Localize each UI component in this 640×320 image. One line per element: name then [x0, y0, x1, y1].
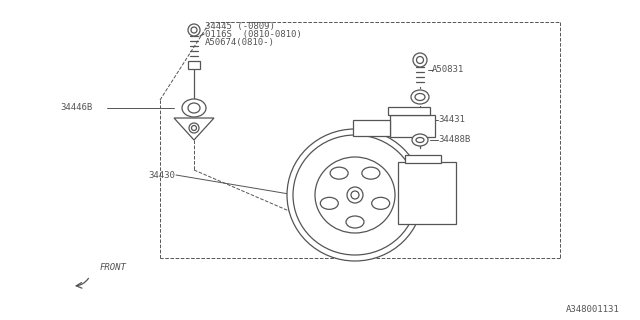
- Ellipse shape: [188, 103, 200, 113]
- Circle shape: [188, 24, 200, 36]
- Text: 0116S  (0810-0810): 0116S (0810-0810): [205, 29, 301, 38]
- Ellipse shape: [346, 216, 364, 228]
- Ellipse shape: [182, 99, 206, 117]
- Text: A348001131: A348001131: [566, 306, 620, 315]
- Circle shape: [417, 57, 424, 63]
- Bar: [390, 115, 435, 137]
- Text: 34445 (-0809): 34445 (-0809): [205, 21, 275, 30]
- Polygon shape: [174, 118, 214, 140]
- Bar: [188, 61, 200, 69]
- Ellipse shape: [412, 134, 428, 146]
- Ellipse shape: [321, 197, 339, 209]
- Ellipse shape: [372, 197, 390, 209]
- Bar: [405, 155, 441, 163]
- Ellipse shape: [330, 167, 348, 179]
- Text: 34488B: 34488B: [438, 135, 470, 145]
- Text: 34431: 34431: [438, 116, 465, 124]
- Ellipse shape: [293, 135, 417, 255]
- Text: 34430: 34430: [148, 171, 175, 180]
- Ellipse shape: [315, 157, 395, 233]
- Ellipse shape: [362, 167, 380, 179]
- Ellipse shape: [416, 138, 424, 142]
- Text: A50831: A50831: [432, 66, 464, 75]
- Bar: [398, 162, 456, 224]
- Circle shape: [191, 27, 197, 33]
- Bar: [353, 120, 390, 136]
- Text: 34446B: 34446B: [60, 103, 92, 113]
- Ellipse shape: [287, 129, 423, 261]
- Ellipse shape: [415, 93, 425, 100]
- Circle shape: [347, 187, 363, 203]
- Circle shape: [413, 53, 427, 67]
- Circle shape: [191, 125, 196, 131]
- Text: A50674(0810-): A50674(0810-): [205, 37, 275, 46]
- Circle shape: [351, 191, 359, 199]
- Circle shape: [189, 123, 199, 133]
- Ellipse shape: [411, 90, 429, 104]
- Bar: [388, 107, 430, 115]
- Text: FRONT: FRONT: [100, 263, 127, 273]
